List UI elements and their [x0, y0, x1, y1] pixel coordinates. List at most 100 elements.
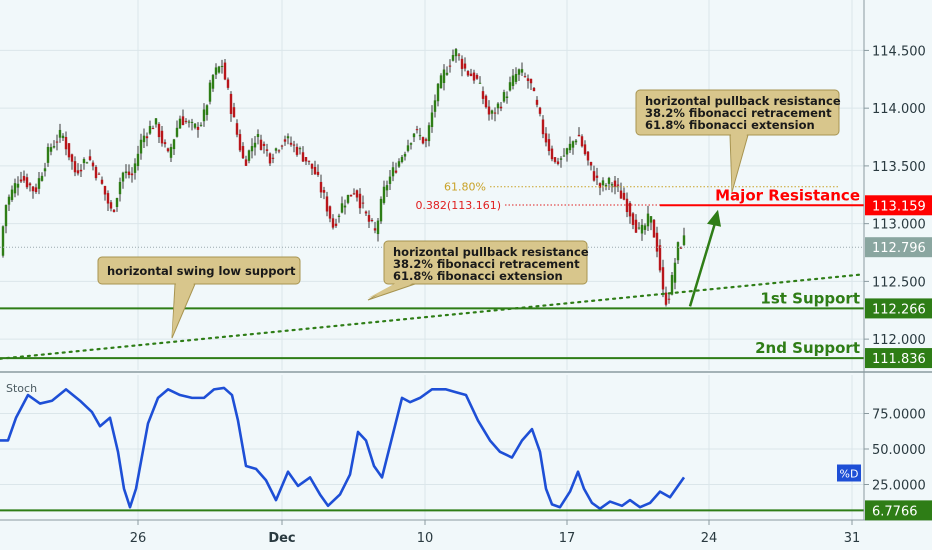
candle-body: [181, 116, 185, 126]
candle-body: [637, 227, 641, 229]
candle-body: [502, 92, 506, 102]
candle-body: [514, 73, 518, 82]
candle-body: [436, 83, 440, 102]
oscillator-panel-bg: [0, 375, 864, 520]
candle-body: [433, 100, 437, 112]
candle-body: [469, 73, 473, 77]
candle-body: [166, 148, 170, 152]
candle-body: [313, 166, 317, 175]
stoch-d-line: [0, 386, 686, 510]
candle-body: [625, 198, 629, 213]
candle-body: [673, 262, 677, 283]
candle-body: [355, 190, 359, 198]
candle-body: [118, 181, 122, 195]
candle-body: [535, 99, 539, 105]
candle-body: [169, 147, 173, 158]
candle-body: [532, 87, 536, 92]
candle-body: [208, 82, 212, 102]
candle-body: [676, 242, 680, 261]
candle-body: [58, 129, 62, 138]
candle-body: [487, 106, 491, 115]
candle-body: [88, 156, 92, 160]
candle-body: [463, 63, 467, 69]
candle-body: [445, 72, 449, 75]
candle-body: [322, 190, 326, 193]
candle-body: [634, 219, 638, 233]
candle-body: [358, 193, 362, 209]
candle-body: [448, 65, 452, 67]
candle-body: [25, 177, 29, 188]
candle-body: [520, 69, 524, 73]
candle-body: [190, 121, 194, 123]
candle-body: [220, 65, 224, 67]
rising-trendline: [0, 273, 864, 360]
candle-body: [493, 112, 497, 114]
candle-body: [562, 155, 566, 157]
candle-body: [289, 142, 293, 145]
candle-body: [490, 110, 494, 114]
candle-body: [298, 148, 302, 150]
candle-body: [325, 196, 329, 212]
candle-body: [82, 159, 86, 164]
candle-body: [103, 185, 107, 195]
candle-body: [517, 69, 521, 75]
x-tick-label: 17: [559, 531, 576, 546]
x-tick-label: 24: [701, 531, 718, 546]
candle-body: [340, 203, 344, 213]
candle-body: [367, 215, 371, 222]
candle-body: [214, 67, 218, 75]
candle-body: [193, 123, 197, 128]
candle-body: [49, 147, 53, 152]
series-legend-badge: [837, 464, 861, 482]
candle-body: [649, 216, 653, 223]
candle-body: [379, 198, 383, 222]
callout-text: horizontal pullback resistance: [393, 245, 589, 259]
y-tick-label: 113.500: [872, 160, 926, 175]
candle-body: [226, 79, 230, 88]
candle-body: [328, 206, 332, 219]
candle-body: [526, 78, 530, 81]
candle-body: [586, 151, 590, 161]
candle-body: [196, 126, 200, 130]
current-price-badge: 112.796: [872, 241, 926, 256]
candle-body: [112, 209, 116, 212]
candle-body: [577, 134, 581, 137]
candle-body: [133, 163, 137, 173]
candle-body: [346, 194, 350, 203]
candle-body: [73, 161, 77, 173]
candle-body: [382, 186, 386, 203]
osc-y-tick-label: 50.0000: [872, 443, 926, 458]
price-levels: 61.80% 0.382(113.161) Major Resistance 1st …: [0, 181, 864, 360]
candle-body: [421, 137, 425, 144]
candle-body: [508, 82, 512, 91]
candle-body: [310, 163, 314, 169]
candle-body: [568, 143, 572, 151]
y-tick-label: 114.500: [872, 44, 926, 59]
candle-body: [583, 144, 587, 155]
candle-body: [223, 62, 227, 80]
candle-body: [406, 145, 410, 151]
candle-body: [40, 175, 44, 181]
candle-body: [100, 179, 104, 184]
candle-body: [457, 54, 461, 56]
oscillator-label: Stoch: [6, 382, 37, 395]
candle-body: [37, 178, 41, 189]
candle-body: [589, 161, 593, 166]
candle-body: [430, 112, 434, 128]
candle-body: [256, 134, 260, 138]
candle-body: [349, 194, 353, 197]
oscillator-level-badge-bg: [865, 500, 932, 521]
candle-body: [415, 129, 419, 131]
candle-body: [499, 106, 503, 109]
candle-body: [547, 139, 551, 152]
candle-body: [205, 105, 209, 115]
candle-body: [667, 298, 671, 300]
candle-body: [658, 245, 662, 271]
candle-body: [217, 66, 221, 73]
trend-overlay: [0, 209, 864, 360]
candle-body: [592, 171, 596, 181]
candle-body: [409, 143, 413, 145]
candle-body: [460, 58, 464, 69]
candle-body: [277, 150, 281, 152]
